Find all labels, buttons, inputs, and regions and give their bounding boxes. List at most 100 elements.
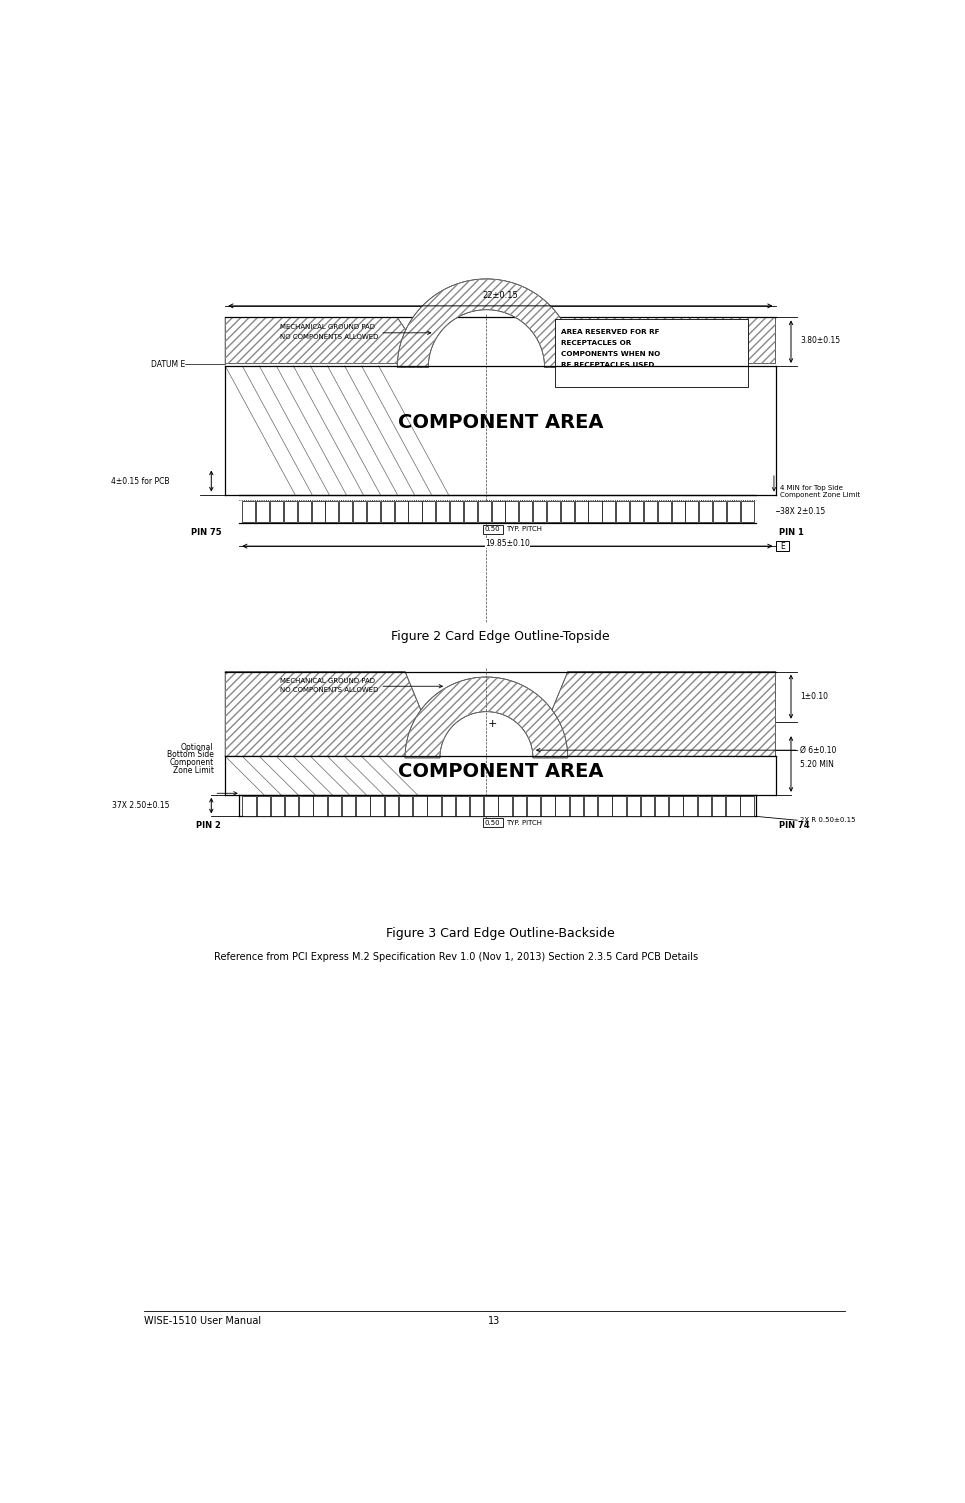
- Text: Component Zone Limit: Component Zone Limit: [780, 491, 860, 497]
- Polygon shape: [405, 676, 567, 758]
- Polygon shape: [398, 280, 575, 367]
- Text: TYP. PITCH: TYP. PITCH: [506, 819, 541, 825]
- Bar: [297, 500, 311, 522]
- Text: Figure 2 Card Edge Outline-Topside: Figure 2 Card Edge Outline-Topside: [391, 630, 610, 643]
- Bar: [242, 795, 256, 816]
- Text: Figure 3 Card Edge Outline-Backside: Figure 3 Card Edge Outline-Backside: [386, 927, 615, 939]
- Text: RECEPTACLES OR: RECEPTACLES OR: [561, 340, 631, 346]
- Bar: [257, 795, 270, 816]
- Bar: [367, 500, 380, 522]
- Text: PIN 75: PIN 75: [191, 528, 221, 537]
- Text: Reference from PCI Express M.2 Specification Rev 1.0 (Nov 1, 2013) Section 2.3.5: Reference from PCI Express M.2 Specifica…: [213, 951, 698, 962]
- Bar: [669, 795, 682, 816]
- Bar: [644, 500, 657, 522]
- Text: COMPONENT AREA: COMPONENT AREA: [398, 413, 603, 431]
- Bar: [641, 795, 654, 816]
- Bar: [740, 795, 754, 816]
- Bar: [574, 500, 588, 522]
- Text: 4±0.15 for PCB: 4±0.15 for PCB: [111, 476, 170, 485]
- Bar: [256, 500, 269, 522]
- Text: 1±0.10: 1±0.10: [800, 693, 828, 700]
- Bar: [312, 500, 324, 522]
- Bar: [242, 500, 256, 522]
- Bar: [533, 500, 546, 522]
- Bar: [685, 500, 699, 522]
- Polygon shape: [544, 317, 776, 364]
- Text: E: E: [780, 541, 785, 550]
- Bar: [555, 319, 749, 386]
- Bar: [655, 795, 669, 816]
- Bar: [713, 500, 726, 522]
- Bar: [442, 795, 455, 816]
- Bar: [712, 795, 726, 816]
- Bar: [569, 795, 583, 816]
- Text: Ø 6±0.10: Ø 6±0.10: [800, 745, 837, 755]
- Bar: [385, 795, 398, 816]
- Bar: [314, 795, 327, 816]
- Bar: [499, 795, 511, 816]
- Text: COMPONENT AREA: COMPONENT AREA: [398, 762, 603, 782]
- Text: AREA RESERVED FOR RF: AREA RESERVED FOR RF: [561, 329, 659, 335]
- Text: 19.85±0.10: 19.85±0.10: [484, 538, 530, 547]
- Text: COMPONENTS WHEN NO: COMPONENTS WHEN NO: [561, 350, 660, 356]
- Text: RF RECEPTACLES USED: RF RECEPTACLES USED: [561, 362, 654, 368]
- Bar: [555, 795, 568, 816]
- Bar: [342, 795, 355, 816]
- Bar: [698, 795, 711, 816]
- Bar: [547, 500, 560, 522]
- Bar: [353, 500, 366, 522]
- Bar: [484, 795, 498, 816]
- Text: NO COMPONENTS ALLOWED: NO COMPONENTS ALLOWED: [280, 687, 378, 693]
- Text: NO COMPONENTS ALLOWED: NO COMPONENTS ALLOWED: [280, 335, 378, 341]
- Bar: [470, 795, 483, 816]
- Bar: [527, 795, 540, 816]
- Bar: [726, 795, 739, 816]
- Bar: [776, 541, 789, 550]
- Bar: [455, 795, 469, 816]
- Text: 0.50: 0.50: [484, 526, 501, 532]
- Text: 22±0.15: 22±0.15: [482, 292, 518, 301]
- Text: 0.50: 0.50: [484, 819, 501, 825]
- Bar: [561, 500, 574, 522]
- Text: 3.80±0.15: 3.80±0.15: [800, 337, 841, 346]
- Text: Bottom Side: Bottom Side: [167, 750, 213, 759]
- Bar: [270, 500, 283, 522]
- Bar: [491, 500, 505, 522]
- Bar: [325, 500, 339, 522]
- Text: TYP. PITCH: TYP. PITCH: [506, 526, 541, 532]
- Bar: [395, 500, 407, 522]
- Text: Optional: Optional: [181, 742, 213, 752]
- Text: Component: Component: [170, 758, 213, 767]
- Bar: [408, 500, 422, 522]
- Bar: [630, 500, 643, 522]
- Bar: [423, 500, 435, 522]
- Bar: [436, 500, 449, 522]
- Bar: [672, 500, 684, 522]
- Bar: [658, 500, 671, 522]
- Polygon shape: [225, 317, 428, 364]
- Text: 5.20 MIN: 5.20 MIN: [800, 759, 834, 768]
- Polygon shape: [533, 672, 776, 756]
- Bar: [741, 500, 754, 522]
- Bar: [584, 795, 597, 816]
- Bar: [399, 795, 412, 816]
- Bar: [371, 795, 384, 816]
- Text: +: +: [488, 718, 497, 729]
- Text: DATUM E: DATUM E: [151, 359, 185, 368]
- Text: 4 MIN for Top Side: 4 MIN for Top Side: [780, 485, 843, 491]
- Text: 2X R 0.50±0.15: 2X R 0.50±0.15: [800, 818, 856, 824]
- Bar: [478, 500, 491, 522]
- Bar: [626, 795, 640, 816]
- Bar: [413, 795, 427, 816]
- Bar: [450, 500, 463, 522]
- Bar: [271, 795, 285, 816]
- Bar: [356, 795, 370, 816]
- Text: PIN 1: PIN 1: [779, 528, 804, 537]
- Bar: [589, 500, 601, 522]
- Bar: [427, 795, 441, 816]
- Bar: [482, 818, 503, 827]
- Bar: [381, 500, 394, 522]
- Text: PIN 2: PIN 2: [197, 821, 221, 830]
- Bar: [299, 795, 313, 816]
- Text: 13: 13: [488, 1315, 501, 1326]
